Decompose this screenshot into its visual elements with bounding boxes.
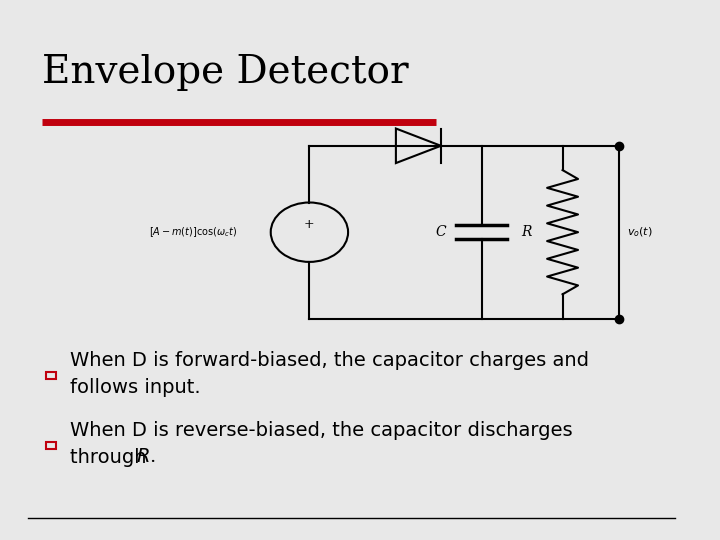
Text: Envelope Detector: Envelope Detector xyxy=(42,54,409,91)
Bar xyxy=(46,372,55,379)
Text: $R$.: $R$. xyxy=(135,448,156,467)
Text: C: C xyxy=(435,225,446,239)
Text: R: R xyxy=(521,225,531,239)
Bar xyxy=(46,442,55,449)
Text: When D is reverse-biased, the capacitor discharges: When D is reverse-biased, the capacitor … xyxy=(71,421,573,441)
Text: +: + xyxy=(304,218,315,231)
Text: $[A-m(t)]\cos(\omega_c t)$: $[A-m(t)]\cos(\omega_c t)$ xyxy=(149,225,238,239)
Text: $v_o(t)$: $v_o(t)$ xyxy=(627,225,653,239)
Text: through: through xyxy=(71,448,153,467)
Text: When D is forward-biased, the capacitor charges and: When D is forward-biased, the capacitor … xyxy=(71,351,590,370)
Text: follows input.: follows input. xyxy=(71,377,201,397)
